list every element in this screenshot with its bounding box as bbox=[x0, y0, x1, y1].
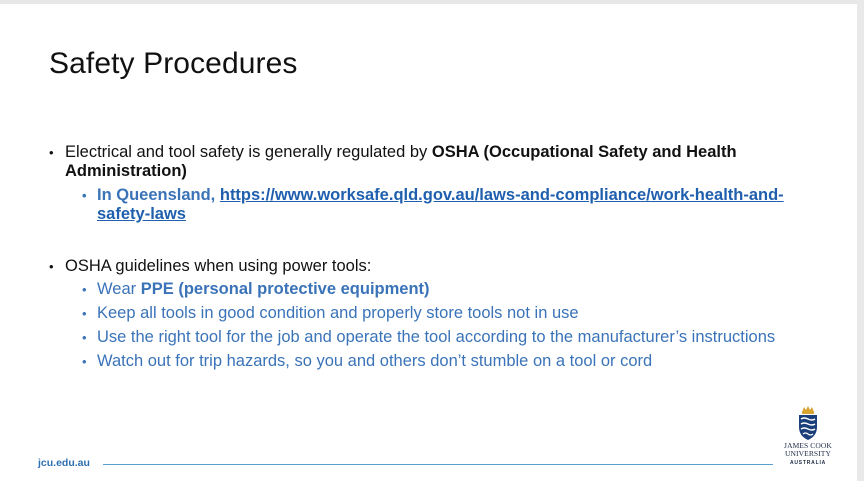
sub-bullet-tool-condition-text: Keep all tools in good condition and pro… bbox=[97, 304, 579, 322]
sub-bullet-dot: • bbox=[82, 188, 87, 203]
sub-bullet-trip-hazards-text: Watch out for trip hazards, so you and o… bbox=[97, 352, 653, 370]
jcu-crest-icon bbox=[799, 406, 817, 440]
bullet-osha-regulation-bold: OSHA (Occupational Safety and Health Adm… bbox=[65, 143, 737, 180]
sub-bullet-dot: • bbox=[82, 282, 87, 297]
sub-bullet-right-tool: • Use the right tool for the job and ope… bbox=[49, 328, 809, 347]
sub-bullet-dot: • bbox=[82, 354, 87, 369]
jcu-logo: JAMES COOK UNIVERSITY AUSTRALIA bbox=[778, 405, 838, 467]
bullet-osha-regulation-text: Electrical and tool safety is generally … bbox=[65, 143, 432, 161]
slide-title: Safety Procedures bbox=[49, 47, 298, 80]
footer-url: jcu.edu.au bbox=[38, 457, 90, 469]
slide-right-edge bbox=[857, 0, 864, 481]
sub-bullet-tool-condition: • Keep all tools in good condition and p… bbox=[49, 304, 809, 323]
logo-text-university: UNIVERSITY bbox=[785, 449, 831, 458]
bullet-dot: • bbox=[49, 145, 54, 160]
sub-bullet-ppe-bold: PPE (personal protective equipment) bbox=[140, 280, 430, 298]
footer-divider bbox=[103, 464, 773, 465]
logo-text-james-cook: JAMES COOK bbox=[784, 441, 832, 450]
sub-bullet-ppe-text: Wear bbox=[97, 280, 141, 298]
sub-bullet-dot: • bbox=[82, 330, 87, 345]
bullet-osha-guidelines-text: OSHA guidelines when using power tools: bbox=[65, 257, 372, 275]
sub-bullet-queensland-text: In Queensland, bbox=[97, 186, 220, 204]
bullet-dot: • bbox=[49, 259, 54, 274]
worksafe-qld-link[interactable]: https://www.worksafe.qld.gov.au/laws-and… bbox=[97, 186, 784, 223]
bullet-osha-guidelines: • OSHA guidelines when using power tools… bbox=[49, 257, 809, 276]
sub-bullet-queensland: • In Queensland, https://www.worksafe.ql… bbox=[49, 186, 809, 224]
bullet-osha-regulation: • Electrical and tool safety is generall… bbox=[49, 143, 809, 181]
slide-top-edge bbox=[0, 0, 864, 4]
sub-bullet-dot: • bbox=[82, 306, 87, 321]
sub-bullet-ppe: • Wear PPE (personal protective equipmen… bbox=[49, 280, 809, 299]
sub-bullet-right-tool-text: Use the right tool for the job and opera… bbox=[97, 328, 776, 346]
logo-text-australia: AUSTRALIA bbox=[789, 460, 827, 466]
sub-bullet-trip-hazards: • Watch out for trip hazards, so you and… bbox=[49, 352, 809, 371]
slide-body: • Electrical and tool safety is generall… bbox=[49, 143, 809, 371]
